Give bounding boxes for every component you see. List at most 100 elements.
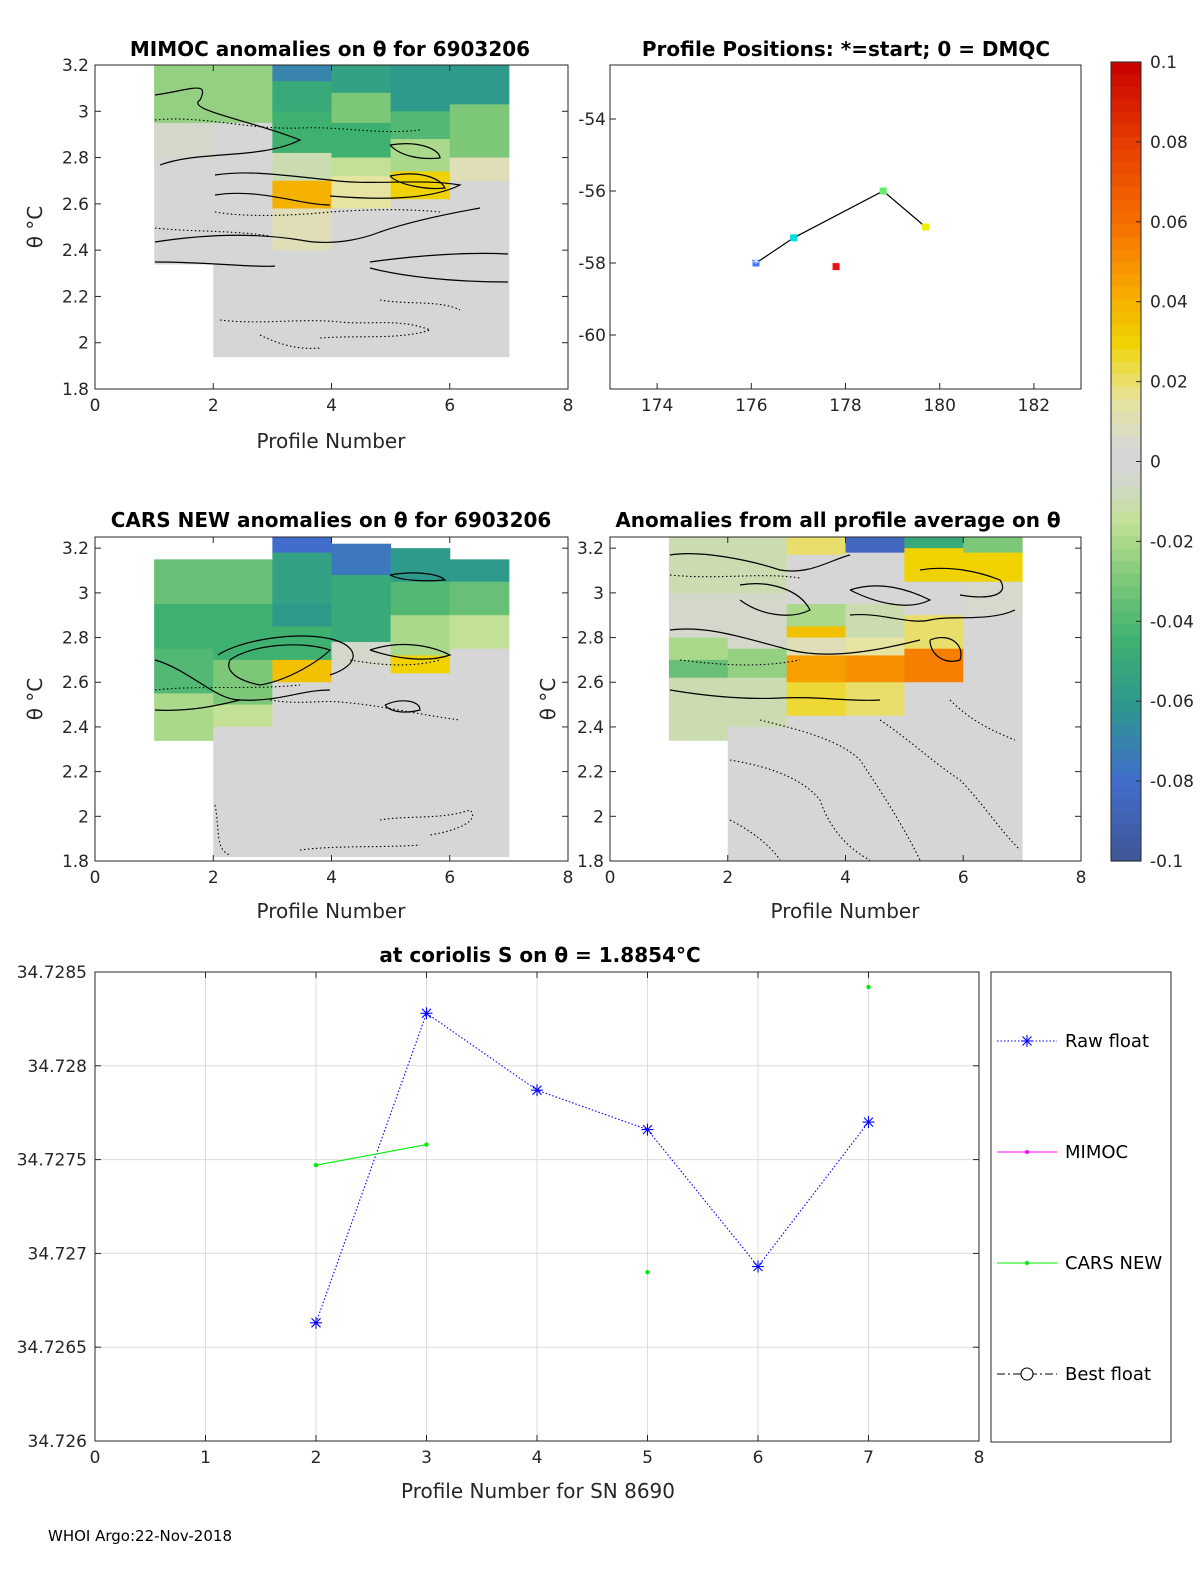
colorbar-swatch [1111, 361, 1141, 375]
cars-contours [154, 572, 452, 713]
legend-label: CARS NEW [1065, 1253, 1162, 1274]
colorbar-swatch [1111, 836, 1141, 850]
heatmap-cell [668, 592, 729, 639]
start-asterisk-marker: * [753, 256, 760, 272]
heatmap-cell [668, 677, 729, 741]
y-tick-label: 2.8 [577, 629, 604, 649]
colorbar-swatch [1111, 124, 1141, 138]
heatmap-cell [786, 637, 846, 656]
y-tick-label: 34.7265 [17, 1338, 87, 1358]
y-tick-label: 2 [78, 334, 89, 354]
y-tick-label: 2.2 [62, 287, 89, 307]
colorbar-tick-label: -0.04 [1150, 612, 1194, 632]
y-tick-label: 2.4 [577, 718, 604, 738]
cars-anomaly-panel: CARS NEW anomalies on θ for 6903206 0 2 4 6… [23, 508, 573, 923]
heatmap-cell [845, 537, 905, 554]
colorbar-swatch [1111, 62, 1141, 76]
heatmap-cell [904, 548, 964, 583]
y-tick-label: 2.8 [62, 149, 89, 169]
heatmap-cell [154, 65, 214, 124]
colorbar-swatch [1111, 286, 1141, 300]
heatmap-cell [449, 648, 510, 858]
profile-positions-panel: Profile Positions: *=start; 0 = DMQC * 1… [578, 37, 1082, 416]
heatmap-cell [331, 642, 392, 668]
colorbar-tick-label: -0.08 [1150, 772, 1194, 792]
colorbar-swatch [1111, 686, 1141, 700]
x-tick-label: 6 [444, 396, 455, 416]
heatmap-cell [786, 715, 846, 862]
heatmap-cell [213, 604, 273, 661]
heatmap-cell [845, 715, 905, 862]
profavg-dotted-contours [669, 574, 1021, 861]
x-tick-label: 2 [208, 868, 219, 888]
colorbar-swatch [1111, 698, 1141, 712]
colorbar-swatch [1111, 411, 1141, 425]
colorbar-tick-label: 0.02 [1150, 373, 1188, 393]
y-tick-label: 3 [78, 584, 89, 604]
heatmap-cell [390, 65, 451, 112]
heatmap-cell [727, 592, 788, 650]
heatmap-cell [904, 648, 964, 683]
colorbar-swatch [1111, 136, 1141, 150]
profile-position-marker [922, 223, 930, 231]
colorbar-swatch [1111, 424, 1141, 438]
x-tick-label: 5 [642, 1448, 653, 1468]
colorbar-swatch [1111, 211, 1141, 225]
colorbar-swatch [1111, 99, 1141, 113]
heatmap-cell [845, 637, 905, 656]
heatmap-cell [154, 559, 214, 605]
profile-average-anomaly-panel: Anomalies from all profile average on θ … [536, 508, 1086, 923]
y-tick-label: -60 [578, 326, 606, 346]
colorbar-swatch [1111, 636, 1141, 650]
colorbar-swatch [1111, 473, 1141, 488]
colorbar-swatch [1111, 598, 1141, 612]
y-tick-label: 2.2 [62, 763, 89, 783]
series-line-cars-new [315, 1144, 427, 1166]
heatmap-cell [786, 626, 846, 639]
y-tick-label: 34.727 [28, 1244, 87, 1264]
colorbar-swatch [1111, 386, 1141, 400]
asterisk-stroke [863, 1117, 874, 1127]
positions-title: Profile Positions: *=start; 0 = DMQC [642, 37, 1050, 61]
cars-ylabel: θ °C [23, 678, 47, 721]
heatmap-cell [963, 615, 1023, 683]
colorbar-swatch [1111, 661, 1141, 675]
legend-asterisk-icon [1022, 1036, 1032, 1046]
legend-box [990, 971, 1172, 1443]
colorbar-tick-label: -0.06 [1150, 692, 1194, 712]
heatmap-cell [154, 604, 214, 650]
x-tick-label: 4 [532, 1448, 543, 1468]
series-point-cars-new [866, 984, 871, 990]
heatmap-cell [331, 208, 392, 358]
heatmap-cell [390, 111, 451, 140]
heatmap-cell [845, 604, 905, 639]
colorbar-tick-label: 0 [1150, 453, 1161, 473]
series-point-cars-new [313, 1163, 319, 1168]
heatmap-cell [272, 715, 332, 858]
legend-label: Raw float [1065, 1031, 1149, 1052]
asterisk-stroke [753, 1261, 763, 1272]
x-tick-label: 2 [311, 1448, 322, 1468]
x-tick-label: 8 [563, 868, 574, 888]
x-tick-label: 1 [200, 1448, 211, 1468]
colorbar-swatch [1111, 748, 1141, 762]
colorbar-swatch [1111, 548, 1141, 562]
x-tick-label: 4 [326, 868, 337, 888]
salinity-panel: at coriolis S on θ = 1.8854°C 0 1 2 3 4 5 6 7 8 3… [17, 943, 985, 1503]
heatmap-cell [272, 250, 332, 358]
footer-credit: WHOI Argo:22-Nov-2018 [48, 1527, 232, 1545]
y-tick-label: 2.6 [577, 673, 604, 693]
y-tick-label: 3 [78, 102, 89, 122]
x-tick-label: 6 [444, 868, 455, 888]
colorbar-swatch [1111, 111, 1141, 126]
legend-circle-icon [1020, 1367, 1034, 1381]
raw-float-point [310, 1316, 322, 1329]
heatmap-cell [213, 659, 273, 706]
y-tick-label: -54 [578, 110, 606, 130]
cars-title: CARS NEW anomalies on θ for 6903206 [111, 508, 552, 532]
heatmap-cell [449, 559, 510, 583]
colorbar-swatch [1111, 486, 1141, 500]
colorbar-tick-label: 0.08 [1150, 133, 1188, 153]
legend-entry: Best float [997, 1364, 1151, 1385]
